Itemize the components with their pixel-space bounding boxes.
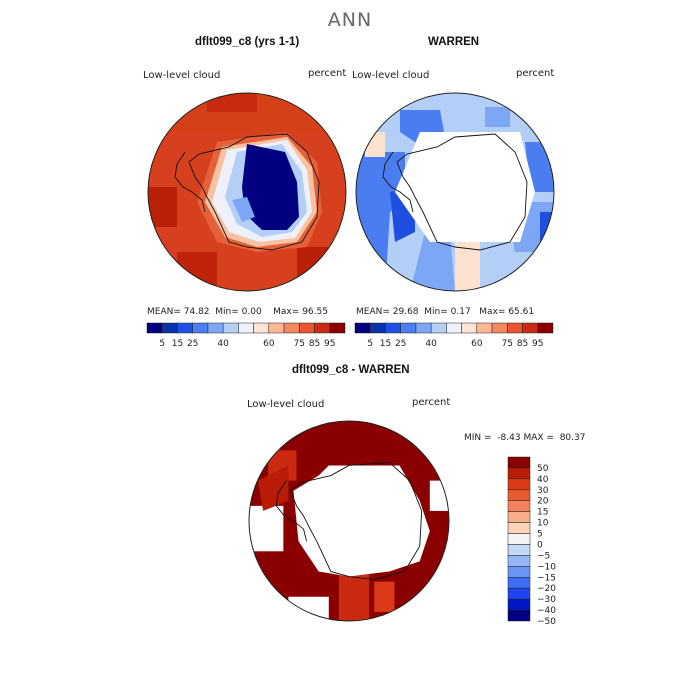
panel-2-stats: MEAN= 29.68 Min= 0.17 Max= 65.61 <box>356 307 535 317</box>
colorbar-swatch <box>507 566 531 578</box>
colorbar-tick-label: −50 <box>537 617 556 627</box>
colorbar-tick-label: 85 <box>517 339 528 349</box>
panel-3-stats: MIN = -8.43 MAX = 80.37 <box>464 433 586 443</box>
colorbar-tick-label: 40 <box>425 339 437 349</box>
colorbar-swatch <box>369 322 386 334</box>
colorbar-tick-label: 15 <box>380 339 391 349</box>
colorbar-swatch <box>314 322 331 334</box>
colorbar-swatch <box>507 456 531 469</box>
panel-2-title: WARREN <box>428 36 480 48</box>
colorbar-tick-label: 85 <box>309 339 320 349</box>
colorbar-panel-3-swatches <box>507 456 531 622</box>
colorbar-swatch <box>507 577 531 589</box>
colorbar-swatch <box>507 322 523 334</box>
panel-2-field: Low-level cloud <box>352 70 430 81</box>
colorbar-swatch <box>507 500 531 512</box>
colorbar-swatch <box>507 511 531 523</box>
panel-1-title: dflt099_c8 (yrs 1-1) <box>195 36 300 48</box>
colorbar-swatch <box>177 322 193 334</box>
colorbar-swatch <box>507 489 531 501</box>
colorbar-tick-label: 5 <box>367 339 373 349</box>
panel-1-field: Low-level cloud <box>143 70 221 81</box>
colorbar-swatch <box>299 322 315 334</box>
colorbar-tick-label: 20 <box>537 497 549 507</box>
colorbar-swatch <box>507 587 531 600</box>
colorbar-swatch <box>476 322 493 334</box>
panel-2-units: percent <box>516 68 555 79</box>
panel-2-polar-map <box>355 92 555 292</box>
colorbar-swatch <box>253 322 270 334</box>
colorbar-tick-label: 95 <box>532 339 543 349</box>
colorbar-swatch <box>507 609 531 622</box>
colorbar-swatch <box>354 322 371 334</box>
colorbar-swatch <box>161 322 178 334</box>
colorbar-tick-label: −30 <box>537 595 556 605</box>
colorbar-tick-label: 75 <box>294 339 305 349</box>
colorbar-swatch <box>507 555 531 567</box>
colorbar-tick-label: 15 <box>172 339 183 349</box>
colorbar-panel-2-labels: 5 15 25 40 60 75 85 95 <box>367 339 543 349</box>
panel-3-units: percent <box>412 397 451 408</box>
colorbar-tick-label: 10 <box>537 519 549 529</box>
colorbar-tick-label: 75 <box>502 339 513 349</box>
colorbar-tick-label: 5 <box>537 530 543 540</box>
panel-1-polar-map <box>147 92 347 292</box>
colorbar-swatch <box>146 322 163 334</box>
colorbar-panel-1-swatches <box>146 322 346 334</box>
colorbar-swatch <box>430 322 447 334</box>
colorbar-tick-label: 25 <box>395 339 406 349</box>
colorbar-tick-label: −15 <box>537 573 556 583</box>
colorbar-tick-label: 95 <box>324 339 335 349</box>
colorbar-tick-label: −40 <box>537 606 556 616</box>
colorbar-panel-1: 5 15 25 40 60 75 85 95 <box>146 322 346 349</box>
colorbar-swatch <box>283 322 300 334</box>
colorbar-swatch <box>415 322 432 334</box>
colorbar-swatch <box>400 322 417 334</box>
colorbar-swatch <box>222 322 239 334</box>
page-title: ANN <box>327 9 373 31</box>
colorbar-swatch <box>507 522 531 534</box>
colorbar-swatch <box>507 467 531 480</box>
colorbar-panel-2: 5 15 25 40 60 75 85 95 <box>354 322 554 349</box>
colorbar-swatch <box>507 533 531 545</box>
colorbar-panel-2-swatches <box>354 322 554 334</box>
colorbar-tick-label: 25 <box>187 339 198 349</box>
colorbar-tick-label: 5 <box>159 339 165 349</box>
colorbar-swatch <box>446 322 462 334</box>
colorbar-swatch <box>238 322 254 334</box>
colorbar-swatch <box>491 322 508 334</box>
colorbar-tick-label: 15 <box>537 508 548 518</box>
colorbar-tick-label: 30 <box>537 486 549 496</box>
panel-1-stats: MEAN= 74.82 Min= 0.00 Max= 96.55 <box>147 307 328 317</box>
colorbar-swatch <box>537 322 554 334</box>
colorbar-swatch <box>192 322 209 334</box>
panel-3-title: dflt099_c8 - WARREN <box>292 364 410 376</box>
colorbar-tick-label: −20 <box>537 584 556 594</box>
colorbar-swatch <box>522 322 539 334</box>
colorbar-swatch <box>507 598 531 611</box>
colorbar-tick-label: −10 <box>537 562 556 572</box>
colorbar-tick-label: 40 <box>217 339 229 349</box>
colorbar-swatch <box>507 544 531 556</box>
colorbar-tick-label: −5 <box>537 551 550 561</box>
colorbar-tick-label: 0 <box>537 540 543 550</box>
colorbar-tick-label: 40 <box>537 475 549 485</box>
panel-3-field: Low-level cloud <box>247 399 325 410</box>
colorbar-swatch <box>329 322 346 334</box>
colorbar-tick-label: 50 <box>537 464 549 474</box>
panel-3-polar-map <box>248 420 450 622</box>
colorbar-swatch <box>207 322 224 334</box>
colorbar-swatch <box>385 322 401 334</box>
colorbar-tick-label: 60 <box>471 339 483 349</box>
panel-1-units: percent <box>308 68 347 79</box>
colorbar-panel-1-labels: 5 15 25 40 60 75 85 95 <box>159 339 335 349</box>
colorbar-swatch <box>507 478 531 491</box>
colorbar-tick-label: 60 <box>263 339 275 349</box>
colorbar-swatch <box>461 322 478 334</box>
colorbar-swatch <box>268 322 285 334</box>
